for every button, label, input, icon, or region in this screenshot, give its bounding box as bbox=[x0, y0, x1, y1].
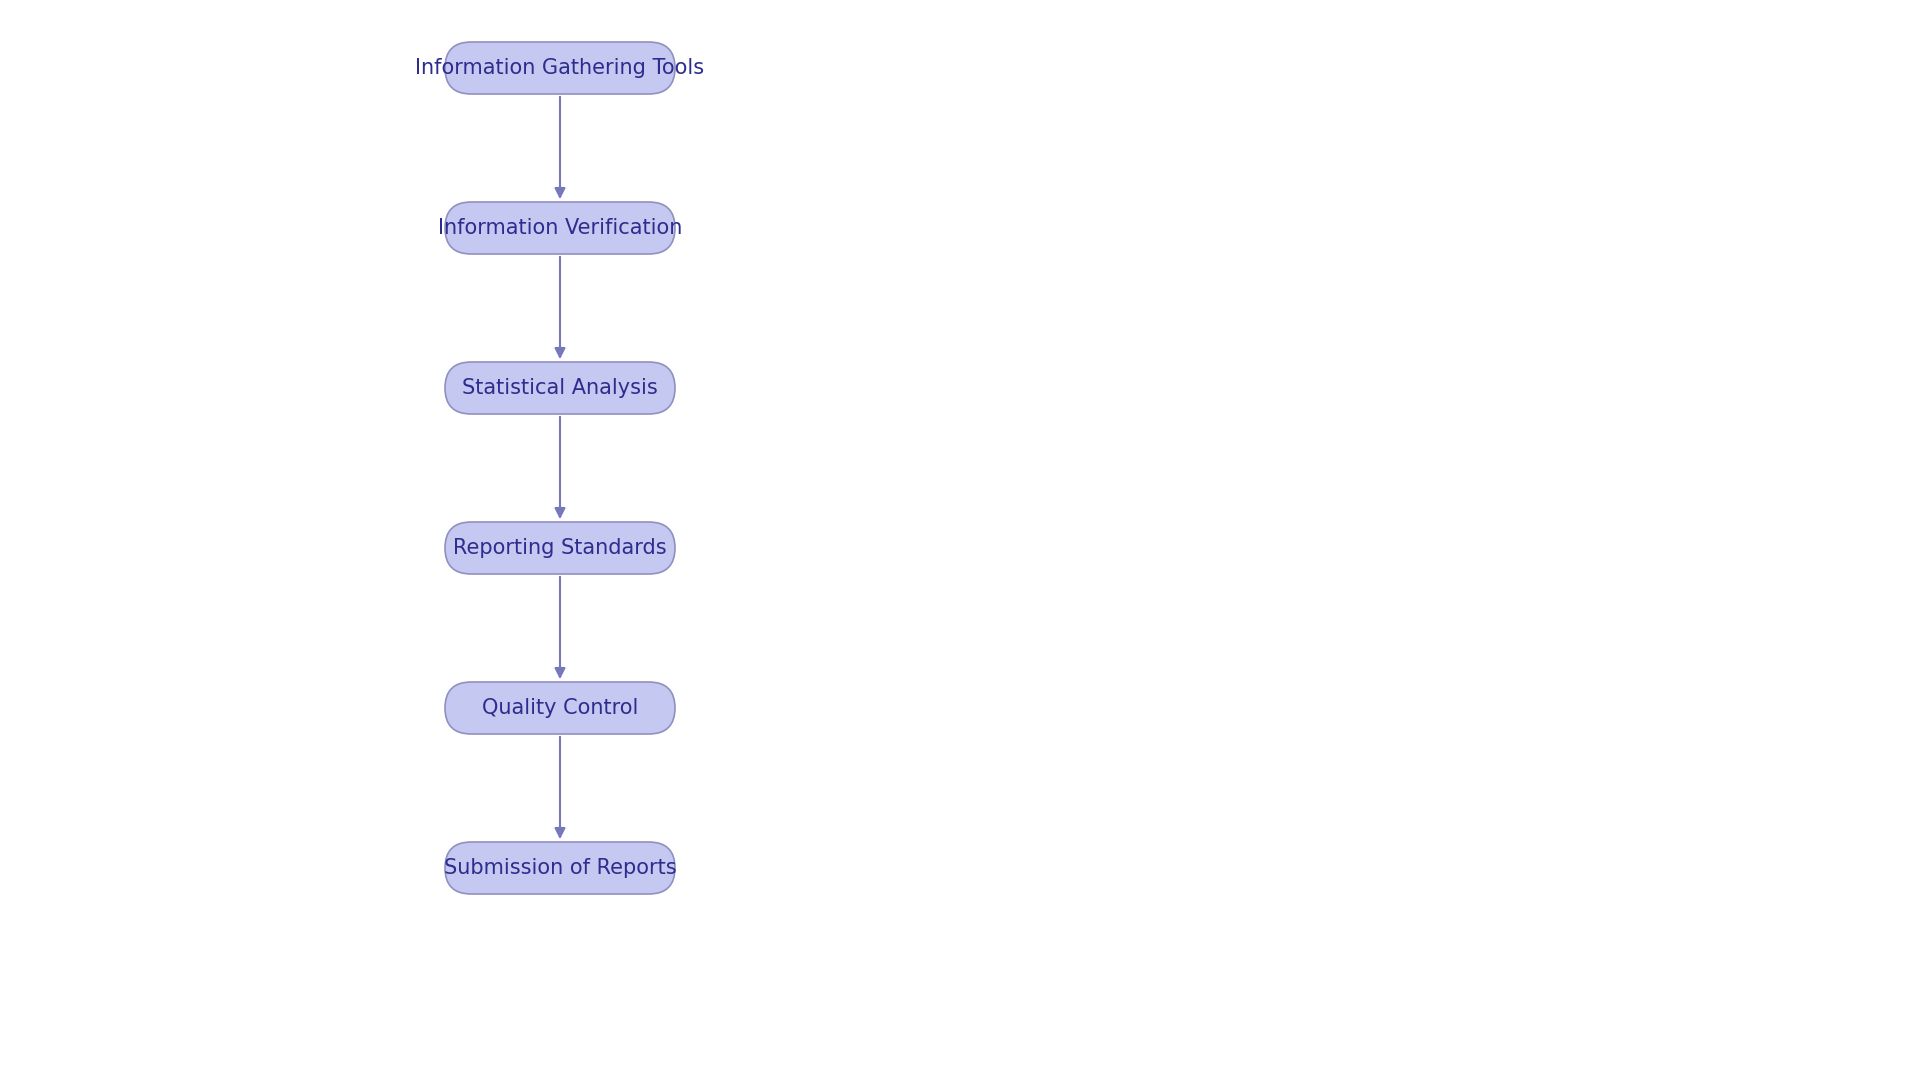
Text: Reporting Standards: Reporting Standards bbox=[453, 538, 666, 558]
FancyBboxPatch shape bbox=[445, 362, 676, 414]
FancyBboxPatch shape bbox=[445, 841, 676, 893]
Text: Information Verification: Information Verification bbox=[438, 218, 682, 238]
FancyBboxPatch shape bbox=[445, 203, 676, 255]
FancyBboxPatch shape bbox=[445, 682, 676, 734]
Text: Quality Control: Quality Control bbox=[482, 699, 637, 718]
FancyBboxPatch shape bbox=[445, 522, 676, 574]
Text: Statistical Analysis: Statistical Analysis bbox=[463, 378, 659, 397]
Text: Information Gathering Tools: Information Gathering Tools bbox=[415, 58, 705, 78]
Text: Submission of Reports: Submission of Reports bbox=[444, 858, 676, 878]
FancyBboxPatch shape bbox=[445, 42, 676, 94]
